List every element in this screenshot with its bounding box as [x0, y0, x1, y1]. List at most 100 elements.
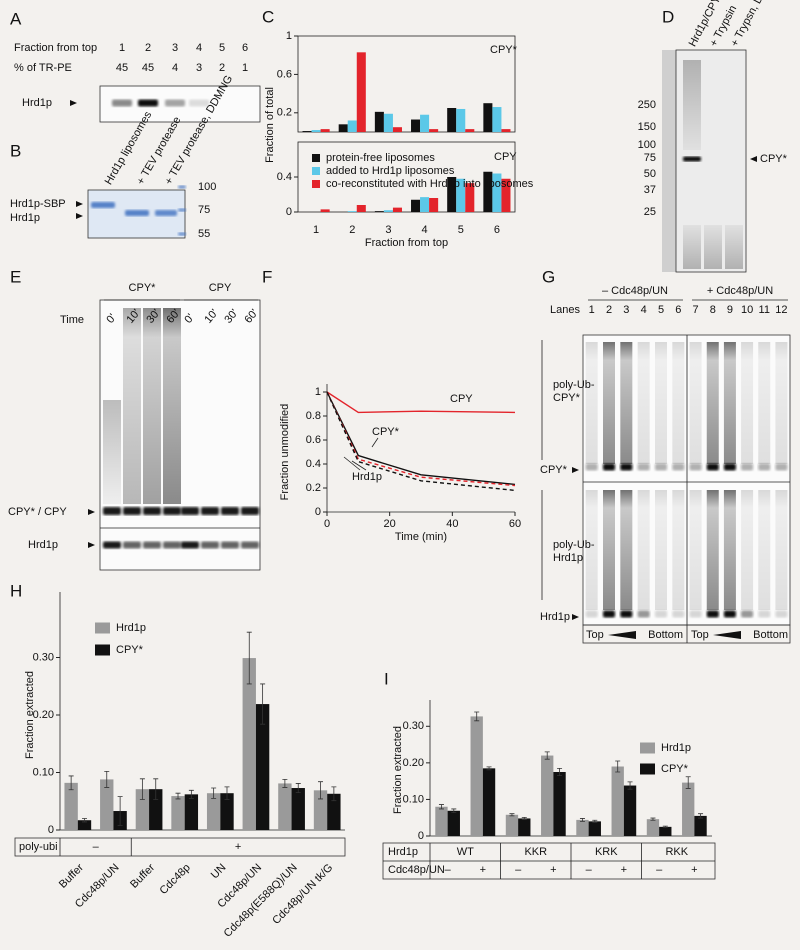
band — [741, 463, 754, 471]
band — [241, 541, 259, 549]
bar — [492, 107, 502, 132]
error-bar — [662, 825, 668, 828]
smear — [103, 400, 121, 504]
bar — [278, 783, 292, 830]
bar — [518, 818, 531, 836]
smear — [620, 342, 633, 464]
error-bar — [295, 783, 301, 794]
series-label: CPY* — [372, 426, 400, 438]
smear — [725, 225, 743, 269]
arrowhead — [76, 213, 83, 219]
error-bar — [592, 819, 598, 823]
line — [326, 391, 516, 486]
marker: 250 — [638, 99, 656, 111]
table-cell: WT — [457, 846, 474, 858]
band — [123, 541, 141, 549]
band — [585, 463, 598, 471]
band-label: Hrd1p — [28, 539, 58, 551]
line — [326, 391, 516, 414]
percent-value: 3 — [196, 62, 202, 74]
panel-letter: D — [662, 7, 674, 26]
error-bar — [698, 813, 704, 819]
bar — [429, 198, 439, 212]
y-tick-label: 1 — [286, 30, 292, 42]
bar — [646, 819, 660, 836]
table-cell: RKK — [665, 846, 688, 858]
bar — [447, 177, 457, 212]
x-tick-label: 4 — [422, 224, 428, 236]
lane-number: 1 — [589, 304, 595, 316]
bar — [64, 782, 78, 830]
error-bar — [104, 770, 110, 788]
gel — [582, 334, 791, 626]
smear — [706, 490, 719, 610]
bar — [501, 178, 511, 212]
band — [221, 507, 239, 515]
bar — [149, 789, 163, 830]
legend-label: Hrd1p — [116, 622, 146, 634]
band — [221, 541, 239, 549]
x-tick-label: 2 — [349, 224, 355, 236]
pointer — [343, 456, 361, 471]
panel-letter: G — [542, 267, 555, 286]
bar — [220, 793, 234, 830]
smear — [741, 490, 754, 610]
bar — [77, 820, 92, 830]
axis-label: Time — [60, 314, 84, 326]
band-label: CPY* — [760, 153, 788, 165]
smear — [775, 342, 788, 464]
bar — [327, 793, 341, 830]
smear — [775, 490, 788, 610]
bar — [392, 207, 402, 212]
error-bar — [246, 631, 252, 685]
table-cell: – — [656, 864, 663, 876]
legend-label: CPY* — [116, 644, 144, 656]
band — [91, 202, 115, 208]
smear — [655, 490, 667, 610]
bar — [470, 716, 483, 836]
band — [103, 507, 121, 515]
smear — [758, 490, 771, 610]
direction-label: Bottom — [648, 629, 683, 641]
legend-swatch — [312, 180, 320, 188]
bar — [541, 755, 554, 836]
panel-letter: C — [262, 7, 274, 26]
error-bar — [211, 787, 217, 799]
y-axis-label: Fraction extracted — [392, 726, 404, 814]
legend-label: Hrd1p — [661, 742, 691, 754]
bar — [347, 211, 357, 212]
band — [163, 507, 181, 515]
lane-number: 5 — [658, 304, 664, 316]
band — [689, 610, 702, 618]
y-tick-label: 0.2 — [306, 482, 321, 494]
x-tick-label: Cdc48p/UN tk/G — [270, 862, 335, 927]
band — [112, 99, 132, 107]
panel-letter: E — [10, 267, 21, 286]
marker: 50 — [644, 168, 656, 180]
error-bar — [438, 804, 444, 810]
bar — [311, 130, 321, 132]
band — [123, 507, 141, 515]
y-tick-label: 0.6 — [306, 434, 321, 446]
smear — [585, 342, 598, 464]
error-bar — [627, 781, 633, 790]
lane-number: 9 — [727, 304, 733, 316]
bar — [576, 819, 589, 836]
band — [620, 463, 633, 471]
panel-letter: H — [10, 581, 22, 600]
y-tick-label: 0 — [286, 206, 292, 218]
x-tick-label: 6 — [494, 224, 500, 236]
marker: 25 — [644, 206, 656, 218]
band — [758, 463, 771, 471]
legend-label: co-reconstituted with Hrd1p into liposom… — [326, 178, 534, 190]
lane-number: 6 — [675, 304, 681, 316]
row-box — [14, 837, 346, 857]
x-tick-label: 60 — [509, 518, 521, 530]
band — [672, 463, 685, 471]
bar — [313, 790, 328, 830]
band-label: Hrd1p — [540, 611, 570, 623]
error-bar — [509, 813, 515, 817]
error-bar — [685, 776, 691, 789]
fraction-number: 5 — [219, 42, 225, 54]
